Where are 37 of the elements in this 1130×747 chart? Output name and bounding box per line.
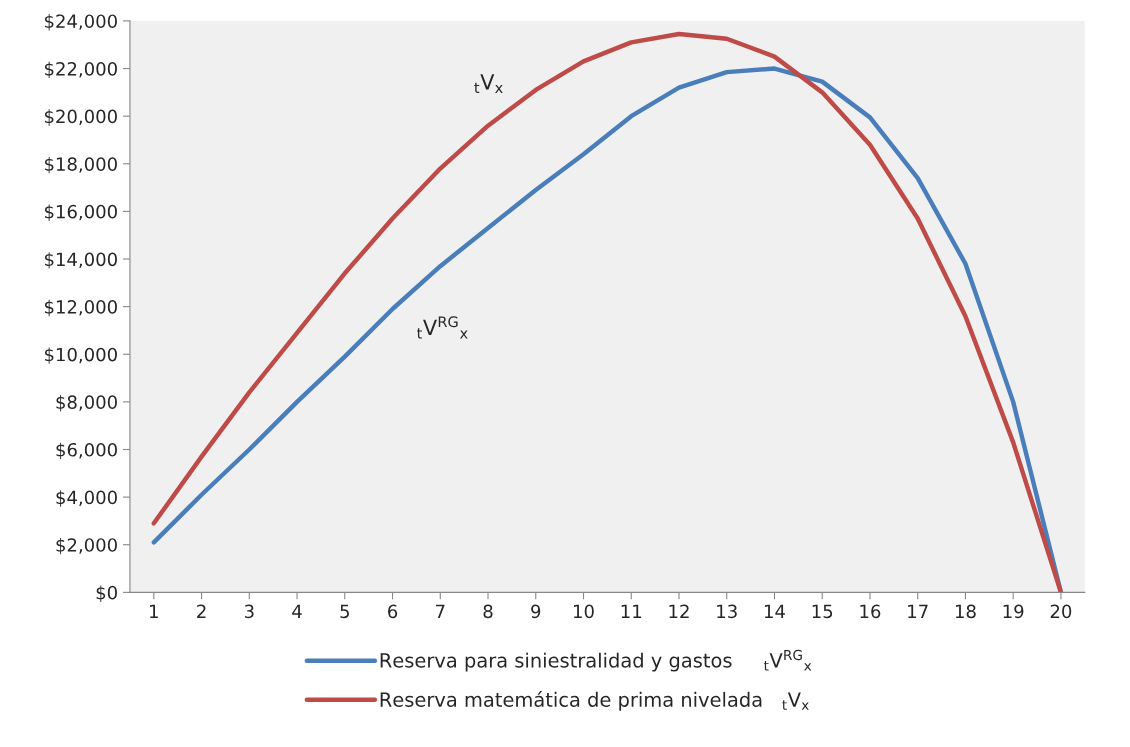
x-tick-label: 20 [1050, 604, 1072, 619]
x-tick-label: 13 [717, 604, 737, 619]
text: Reserva para siniestralidad y gastos $_{t}$V$^{RG}$$_{x}$ [380, 649, 812, 672]
x-tick-label: 14 [764, 604, 785, 618]
y-tick-label: $16,000 [44, 204, 117, 221]
y-tick-label: $12,000 [44, 299, 117, 317]
y-tick-label: $20,000 [44, 109, 117, 126]
x-tick-label: 12 [669, 604, 689, 618]
x-tick-label: 6 [388, 604, 398, 619]
y-tick-label: $4,000 [56, 490, 117, 507]
x-tick-label: 19 [1003, 604, 1024, 619]
x-tick-label: 5 [340, 604, 349, 619]
annotation: $_{t}$V$^{RG}$$_{x}$ [417, 316, 468, 339]
x-tick-label: 8 [483, 604, 493, 619]
x-tick-label: 17 [908, 604, 928, 618]
x-tick-label: 10 [574, 604, 594, 619]
y-tick-label: $10,000 [44, 347, 117, 364]
y-tick-label: $8,000 [56, 395, 117, 412]
y-tick-label: $6,000 [56, 442, 117, 460]
y-tick-label: $2,000 [56, 537, 117, 555]
x-tick-label: 1 [150, 604, 158, 618]
x-tick-label: 18 [955, 604, 976, 619]
y-tick-label: $0 [96, 585, 117, 602]
x-tick-label: 15 [812, 604, 833, 619]
y-tick-label: $24,000 [44, 14, 117, 31]
y-tick-label: $18,000 [44, 156, 117, 174]
x-tick-label: 16 [860, 604, 881, 619]
x-tick-label: 2 [197, 604, 206, 618]
annotation: $_{t}$V$_{x}$ [474, 74, 503, 93]
legend-label: Reserva matemática de prima nivelada $_{t}$V$_{x}$ [380, 691, 809, 711]
x-tick-label: 4 [292, 604, 302, 618]
x-tick-label: 7 [436, 604, 445, 618]
x-tick-label: 11 [621, 604, 642, 618]
y-tick-label: $14,000 [44, 252, 117, 269]
y-tick-label: $22,000 [44, 61, 117, 79]
x-tick-label: 3 [244, 604, 254, 619]
x-tick-label: 9 [531, 604, 541, 619]
